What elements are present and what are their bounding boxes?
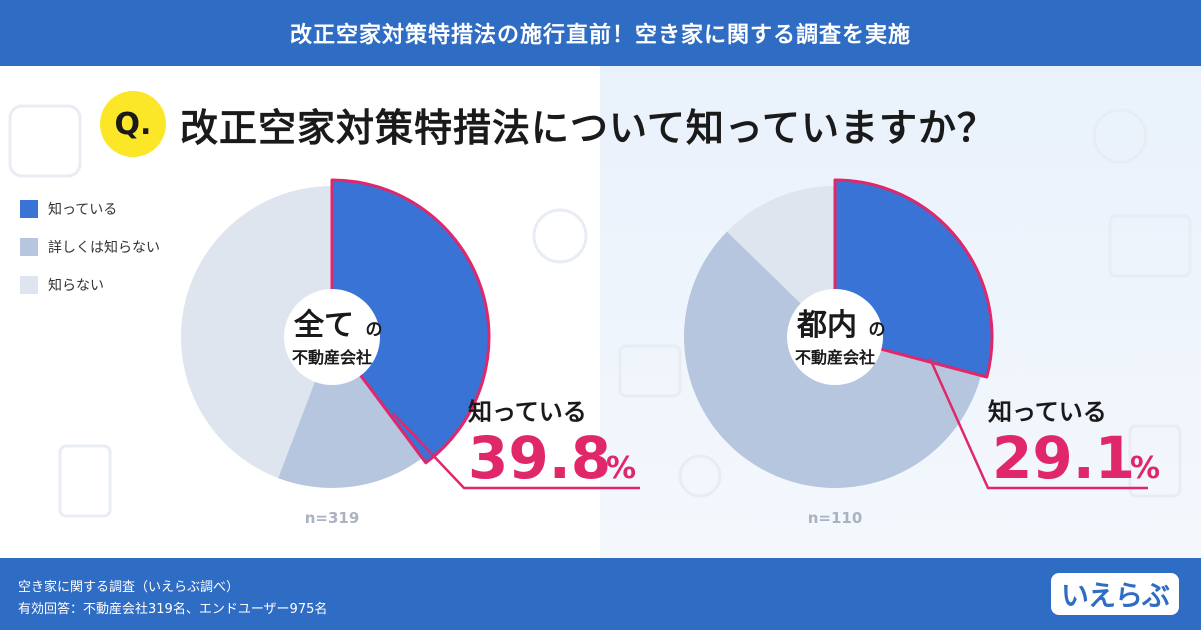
banner-title: 改正空家対策特措法の施行直前！空き家に関する調査を実施 <box>289 23 911 48</box>
pie-1-center-hole <box>284 289 380 385</box>
card-icon <box>1108 214 1192 278</box>
legend-swatch-unknown <box>20 276 38 294</box>
pie-2-center-suffix: の <box>869 320 886 340</box>
pie-1-callout-unit: % <box>606 451 636 486</box>
pie-1-callout-value: 39.8 <box>468 424 611 492</box>
pie-1-center-suffix: の <box>366 320 383 340</box>
pie-1-sample-size: n=319 <box>305 509 360 527</box>
background-illustrations <box>8 104 1192 518</box>
tablet-icon <box>1128 424 1182 498</box>
pie-1-center-title: 全て <box>293 308 354 343</box>
header-banner: 改正空家対策特措法の施行直前！空き家に関する調査を実施 <box>0 0 1201 66</box>
folder-icon <box>618 344 682 398</box>
pie-2-callout-unit: % <box>1130 451 1160 486</box>
pie-1-slice-3 <box>180 186 332 479</box>
question-badge: Q. <box>100 91 166 157</box>
footer-source: 空き家に関する調査（いえらぶ調べ） <box>18 580 240 595</box>
phone-icon <box>8 104 82 178</box>
database-icon <box>532 208 588 264</box>
globe-icon <box>1092 108 1148 164</box>
question-heading: Q. 改正空家対策特措法について知っていますか？ <box>100 86 996 162</box>
pie-2-sample-size: n=110 <box>808 509 863 527</box>
pie-2-callout-line <box>928 357 1148 490</box>
legend-swatch-partial <box>20 238 38 256</box>
pie-2-center-title: 都内 <box>796 308 857 343</box>
footer: 空き家に関する調査（いえらぶ調べ） 有効回答：不動産会社319名、エンドユーザー… <box>0 558 1201 630</box>
legend-label-partial: 詳しくは知らない <box>48 240 160 256</box>
question-text: 改正空家対策特措法について知っていますか？ <box>180 105 996 150</box>
key-icon <box>678 454 722 498</box>
pie-2-center-subtitle: 不動産会社 <box>795 348 875 367</box>
pie-2-callout-label: 知っている <box>988 398 1107 426</box>
document-icon <box>58 444 112 518</box>
footer-respondents: 有効回答：不動産会社319名、エンドユーザー975名 <box>18 602 328 617</box>
pie-1-callout-label: 知っている <box>468 398 587 426</box>
pie-1-callout-line <box>391 412 640 490</box>
legend-label-known: 知っている <box>48 202 118 218</box>
pie-1-slice-1-highlight <box>330 178 491 465</box>
pie-1-slice-2 <box>278 337 423 488</box>
pie-1-center-subtitle: 不動産会社 <box>292 348 372 367</box>
ierabu-logo: いえらぶ <box>1050 573 1179 615</box>
chart-legend: 知っている 詳しくは知らない 知らない <box>20 190 160 304</box>
legend-item-known: 知っている <box>20 190 160 228</box>
pie-2-callout-value: 29.1 <box>992 424 1135 492</box>
legend-swatch-known <box>20 200 38 218</box>
legend-item-partial: 詳しくは知らない <box>20 228 160 266</box>
pie-2-center-hole <box>787 289 883 385</box>
legend-label-unknown: 知らない <box>48 278 104 294</box>
legend-item-unknown: 知らない <box>20 266 160 304</box>
